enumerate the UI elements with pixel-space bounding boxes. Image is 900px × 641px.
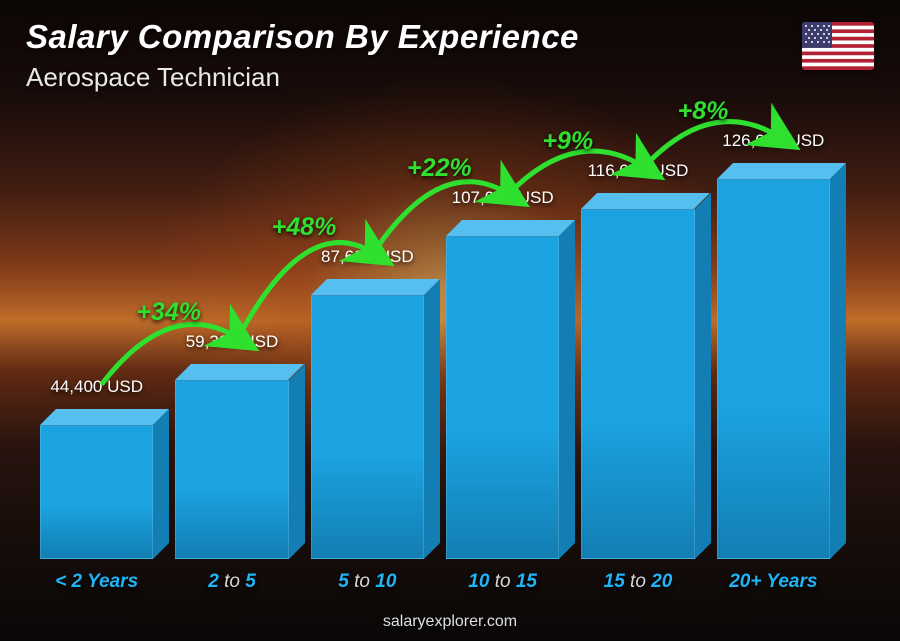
chart-area: 44,400 USD 59,300 USD 87,600 USD 107,000… [30, 120, 840, 593]
x-label-1: 2 to 5 [175, 571, 288, 593]
chart-title: Salary Comparison By Experience [26, 18, 579, 56]
bar-value-label: 126,000 USD [683, 131, 864, 151]
bar-value-label: 44,400 USD [6, 377, 187, 397]
x-labels: < 2 Years 2 to 5 5 to 10 10 to 15 15 to 20 20… [30, 571, 840, 593]
bar-value-label: 87,600 USD [277, 247, 458, 267]
pct-label-1: +34% [136, 298, 201, 327]
footer-source: salaryexplorer.com [0, 613, 900, 631]
pct-label-4: +9% [542, 127, 593, 156]
bar-0: 44,400 USD [40, 425, 153, 559]
bar-value-label: 107,000 USD [412, 188, 593, 208]
x-label-2: 5 to 10 [311, 571, 424, 593]
bar-4: 116,000 USD [581, 209, 694, 559]
x-label-5: 20+ Years [717, 571, 830, 593]
chart-subtitle: Aerospace Technician [26, 62, 579, 93]
bar-1: 59,300 USD [175, 380, 288, 559]
x-label-0: < 2 Years [40, 571, 153, 593]
bar-3: 107,000 USD [446, 236, 559, 559]
bar-value-label: 59,300 USD [141, 332, 322, 352]
bar-2: 87,600 USD [311, 295, 424, 559]
bars-container: 44,400 USD 59,300 USD 87,600 USD 107,000… [30, 120, 840, 559]
pct-label-2: +48% [272, 213, 337, 242]
pct-label-3: +22% [407, 154, 472, 183]
x-label-3: 10 to 15 [446, 571, 559, 593]
bar-value-label: 116,000 USD [547, 161, 728, 181]
title-block: Salary Comparison By Experience Aerospac… [26, 18, 579, 93]
x-label-4: 15 to 20 [581, 571, 694, 593]
infographic-stage: Salary Comparison By Experience Aerospac… [0, 0, 900, 641]
pct-label-5: +8% [678, 97, 729, 126]
flag-icon [802, 22, 874, 70]
bar-5: 126,000 USD [717, 179, 830, 559]
